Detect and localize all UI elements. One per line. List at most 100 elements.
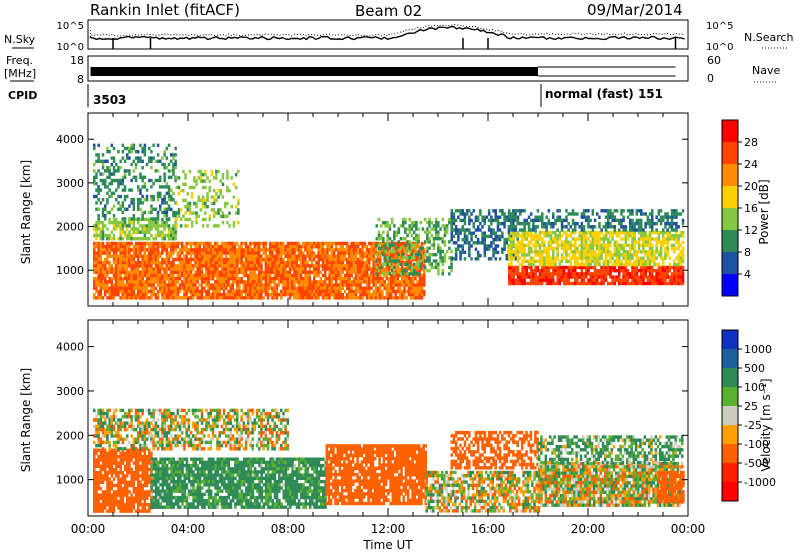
heatmap-cell xyxy=(598,234,601,238)
heatmap-cell xyxy=(618,243,621,248)
heatmap-cell xyxy=(183,254,186,258)
heatmap-cell xyxy=(640,278,643,282)
heatmap-cell xyxy=(219,214,222,218)
heatmap-cell xyxy=(240,277,243,281)
heatmap-cell xyxy=(284,293,287,297)
heatmap-cell xyxy=(635,262,639,267)
heatmap-cell xyxy=(563,250,566,254)
heatmap-cell xyxy=(291,248,294,252)
heatmap-cell xyxy=(648,272,652,276)
heatmap-cell xyxy=(288,241,292,246)
heatmap-cell xyxy=(273,248,276,252)
heatmap-cell xyxy=(396,270,400,274)
heatmap-cell xyxy=(152,293,155,297)
heatmap-cell xyxy=(206,224,209,228)
heatmap-cell xyxy=(132,283,136,287)
heatmap-cell xyxy=(293,286,296,290)
heatmap-cell xyxy=(143,175,147,179)
heatmap-cell xyxy=(247,261,250,265)
heatmap-cell xyxy=(624,281,628,286)
heatmap-cell xyxy=(549,225,553,229)
heatmap-cell xyxy=(483,241,486,245)
heatmap-cell xyxy=(593,265,597,270)
heatmap-cell xyxy=(170,233,173,238)
heatmap-cell xyxy=(510,269,513,273)
heatmap-cell xyxy=(284,286,287,290)
heatmap-cell xyxy=(521,281,524,286)
heatmap-cell xyxy=(423,240,427,244)
heatmap-cell xyxy=(541,250,544,254)
heatmap-cell xyxy=(240,261,243,265)
heatmap-cell xyxy=(569,225,573,229)
heatmap-cell xyxy=(211,277,215,281)
heatmap-cell xyxy=(587,237,590,241)
heatmap-cell xyxy=(622,209,625,213)
heatmap-cell xyxy=(679,250,683,254)
heatmap-cell xyxy=(165,156,169,160)
heatmap-cell xyxy=(390,221,394,225)
heatmap-cell xyxy=(308,280,312,284)
heatmap-cell xyxy=(359,289,362,294)
heatmap-cell xyxy=(196,248,199,252)
heatmap-cell xyxy=(412,243,416,247)
heatmap-cell xyxy=(324,283,327,287)
heatmap-cell xyxy=(659,253,663,257)
heatmap-cell xyxy=(115,224,118,228)
heatmap-cell xyxy=(379,251,382,255)
heatmap-cell xyxy=(195,179,198,183)
heatmap-cell xyxy=(430,243,433,247)
heatmap-cell xyxy=(675,256,678,260)
heatmap-cell xyxy=(101,230,105,234)
heatmap-cell xyxy=(228,224,231,228)
heatmap-cell xyxy=(587,246,590,251)
heatmap-cell xyxy=(242,251,246,255)
heatmap-cell xyxy=(215,176,218,180)
heatmap-cell xyxy=(152,221,155,225)
heatmap-cell xyxy=(434,227,438,231)
heatmap-cell xyxy=(337,257,340,262)
heatmap-cell xyxy=(225,241,228,246)
heatmap-cell xyxy=(119,182,122,186)
heatmap-cell xyxy=(543,256,546,260)
heatmap-cell xyxy=(101,273,105,278)
heatmap-cell xyxy=(204,173,207,177)
heatmap-cell xyxy=(527,265,531,270)
heatmap-cell xyxy=(393,272,396,276)
heatmap-cell xyxy=(359,264,362,268)
heatmap-cell xyxy=(310,251,314,255)
heatmap-cell xyxy=(534,275,537,279)
heatmap-cell xyxy=(163,207,166,211)
heatmap-cell xyxy=(376,286,380,290)
heatmap-cell xyxy=(161,261,164,265)
heatmap-cell xyxy=(618,256,621,260)
heatmap-cell xyxy=(141,201,144,205)
heatmap-cell xyxy=(580,281,584,286)
heatmap-cell xyxy=(385,289,389,294)
heatmap-cell xyxy=(481,225,484,229)
heatmap-cell xyxy=(310,254,314,258)
heatmap-cell xyxy=(97,159,100,163)
heatmap-cell xyxy=(189,254,193,258)
heatmap-cell xyxy=(465,234,469,239)
heatmap-cell xyxy=(110,191,114,195)
heatmap-cell xyxy=(185,286,188,290)
heatmap-cell xyxy=(532,275,535,279)
heatmap-cell xyxy=(222,270,226,274)
heatmap-cell xyxy=(150,245,153,249)
heatmap-cell xyxy=(123,261,127,265)
heatmap-cell xyxy=(670,281,674,286)
heatmap-cell xyxy=(132,221,136,225)
heatmap-cell xyxy=(556,272,559,276)
heatmap-cell xyxy=(123,217,127,221)
heatmap-cell xyxy=(379,265,383,270)
heatmap-cell xyxy=(199,208,203,212)
heatmap-cell xyxy=(172,156,175,160)
heatmap-cell xyxy=(198,257,202,262)
heatmap-cell xyxy=(324,277,327,281)
heatmap-cell xyxy=(521,237,524,241)
heatmap-cell xyxy=(409,293,413,297)
heatmap-cell xyxy=(112,267,116,271)
heatmap-cell xyxy=(145,248,149,252)
heatmap-cell xyxy=(321,264,325,268)
heatmap-cell xyxy=(679,234,683,238)
